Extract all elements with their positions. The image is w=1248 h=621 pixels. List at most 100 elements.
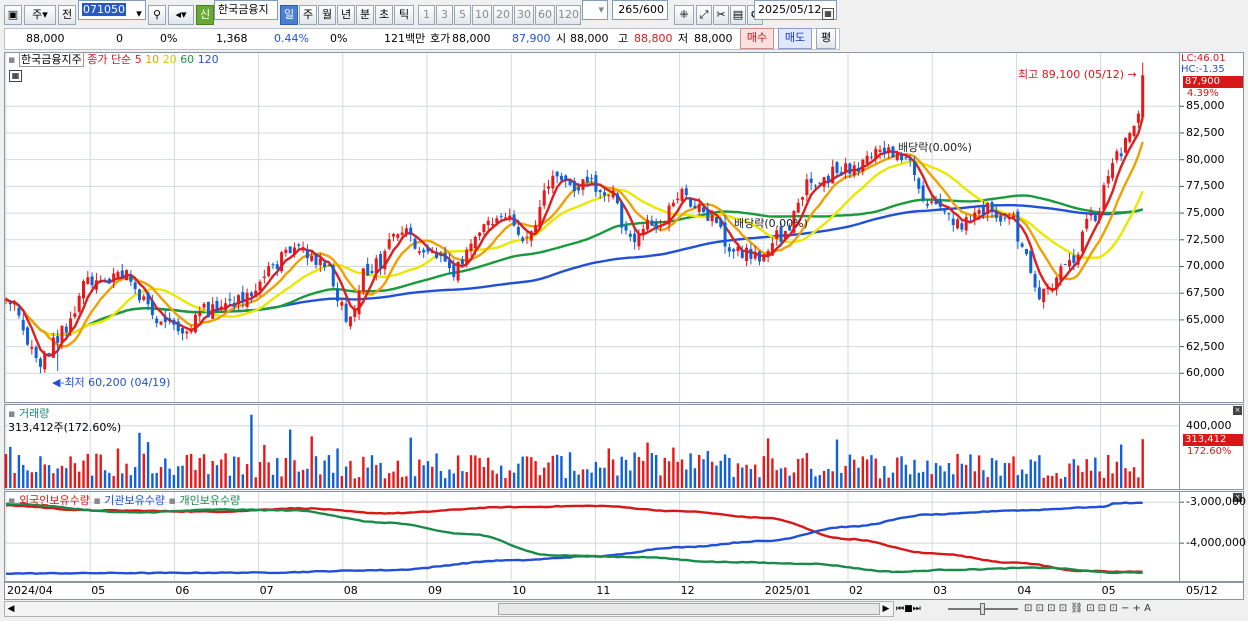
- minute-1-button[interactable]: 1: [418, 5, 435, 25]
- prev-button[interactable]: 전: [58, 5, 76, 25]
- code-dropdown-icon[interactable]: ▾: [136, 7, 142, 20]
- font-size-icon[interactable]: A: [1144, 603, 1151, 614]
- candle-body: [779, 226, 783, 242]
- candle-body: [788, 226, 792, 231]
- chart-type-icon[interactable]: ▣: [4, 5, 22, 25]
- save-icon[interactable]: ▤: [730, 5, 746, 25]
- candle-body: [1089, 214, 1093, 216]
- forward-icon[interactable]: ⏭: [912, 604, 921, 614]
- volume-bar: [814, 476, 817, 488]
- layout-icon-4[interactable]: ⊡: [1058, 603, 1068, 614]
- holding-grip-icon[interactable]: ▪: [8, 494, 16, 507]
- candle-body: [56, 336, 60, 343]
- period-year-button[interactable]: 년: [337, 5, 355, 25]
- minute-30-button[interactable]: 30: [514, 5, 534, 25]
- volume-bar: [39, 456, 42, 488]
- volume-bar: [551, 455, 555, 488]
- legend-stock-name[interactable]: 한국금융지주: [18, 52, 84, 67]
- price-tick-label: 60,000: [1186, 366, 1225, 380]
- zoom-in-icon[interactable]: +: [1132, 603, 1141, 614]
- candle-body: [491, 224, 495, 226]
- date-field[interactable]: 2025/05/12: [754, 0, 837, 20]
- minute-60-button[interactable]: 60: [535, 5, 555, 25]
- calendar-icon[interactable]: ▦: [822, 8, 834, 20]
- candle-body: [99, 280, 103, 282]
- candle-body: [1068, 260, 1072, 267]
- period-month-button[interactable]: 월: [318, 5, 336, 25]
- data-count-field[interactable]: 265/600: [612, 0, 668, 20]
- volume-close-icon[interactable]: ×: [1233, 406, 1242, 415]
- link-icon[interactable]: ⛓: [1070, 603, 1084, 614]
- volume-bar: [103, 470, 107, 488]
- stop-icon[interactable]: ■: [904, 604, 913, 614]
- period-minute-button[interactable]: 분: [356, 5, 374, 25]
- scroll-right-icon[interactable]: ▶: [882, 604, 890, 614]
- x-tick-label: 12: [680, 584, 695, 597]
- candle-body: [908, 158, 912, 161]
- dividend-marker-2: 배당락(0.00%): [898, 141, 972, 154]
- period-day-button[interactable]: 일: [280, 5, 298, 25]
- minute-3-button[interactable]: 3: [436, 5, 453, 25]
- scroll-left-icon[interactable]: ◀: [7, 604, 15, 614]
- candle-body: [973, 212, 977, 219]
- buy-button[interactable]: 매수: [740, 28, 774, 49]
- period-tick-button[interactable]: 틱: [394, 5, 414, 25]
- volume-bar: [202, 454, 206, 488]
- price-axis[interactable]: [1180, 52, 1244, 403]
- layout-icon-6[interactable]: ⊡: [1097, 603, 1107, 614]
- layout-icon-7[interactable]: ⊡: [1109, 603, 1118, 614]
- price-panel[interactable]: [4, 52, 1180, 403]
- ask-label: 호가: [430, 32, 451, 45]
- quote-bar: [4, 28, 840, 50]
- draw-tool-icon[interactable]: ⤢: [696, 5, 712, 25]
- layout-icon-1[interactable]: ⊡: [1024, 603, 1033, 614]
- week-dropdown[interactable]: 주▾: [24, 5, 56, 25]
- holding-axis[interactable]: [1180, 491, 1244, 582]
- period-second-button[interactable]: 초: [375, 5, 393, 25]
- crosshair-tool-icon[interactable]: ⁜: [674, 5, 694, 25]
- holding-close-icon[interactable]: ×: [1233, 493, 1242, 502]
- layout-icon-5[interactable]: ⊡: [1086, 603, 1095, 614]
- rewind-icon[interactable]: ⏮: [896, 604, 905, 614]
- layout-icon-3[interactable]: ⊡: [1047, 603, 1056, 614]
- volume-axis[interactable]: [1180, 404, 1244, 490]
- volume-bar: [1111, 473, 1114, 488]
- volume-bar: [431, 466, 434, 488]
- holding-tick-label: -3,000,000: [1186, 495, 1246, 509]
- scroll-thumb[interactable]: [498, 603, 880, 615]
- volume-grip-icon[interactable]: ▪: [8, 407, 16, 420]
- open-price: 88,000: [570, 32, 609, 45]
- interval-dropdown[interactable]: ▾: [582, 0, 608, 20]
- x-tick-label: 11: [596, 584, 611, 597]
- zoom-out-icon[interactable]: −: [1120, 603, 1130, 614]
- minute-20-button[interactable]: 20: [493, 5, 513, 25]
- price-tick-label: 82,500: [1186, 125, 1225, 139]
- volume-bar: [220, 459, 223, 488]
- period-week-button[interactable]: 주: [299, 5, 317, 25]
- stock-code-input[interactable]: 071050: [78, 0, 146, 20]
- grid-toggle-icon[interactable]: ▦: [9, 70, 22, 82]
- layout-icon-2[interactable]: ⊡: [1035, 603, 1044, 614]
- stock-name-field[interactable]: 한국금융지: [214, 0, 278, 20]
- candle-body: [585, 176, 589, 183]
- search-icon[interactable]: ⚲: [148, 5, 166, 25]
- volume-bar: [913, 459, 916, 488]
- scissors-icon[interactable]: ✂: [713, 5, 729, 25]
- new-badge[interactable]: 신: [196, 5, 214, 25]
- zoom-slider-thumb[interactable]: [980, 603, 985, 615]
- minute-5-button[interactable]: 5: [454, 5, 471, 25]
- legend-grip-icon[interactable]: ▪: [8, 53, 16, 66]
- speaker-icon[interactable]: ◂▾: [168, 5, 194, 25]
- sell-button[interactable]: 매도: [778, 28, 812, 49]
- candle-body: [930, 201, 934, 203]
- minute-120-button[interactable]: 120: [556, 5, 581, 25]
- volume-bar: [710, 461, 714, 488]
- eval-button[interactable]: 평: [816, 28, 836, 49]
- candle-body: [4, 299, 8, 301]
- volume-bar: [779, 468, 783, 488]
- minute-10-button[interactable]: 10: [472, 5, 492, 25]
- change-pct: 0%: [160, 32, 178, 45]
- candle-body: [882, 147, 886, 154]
- candle-body: [706, 209, 710, 221]
